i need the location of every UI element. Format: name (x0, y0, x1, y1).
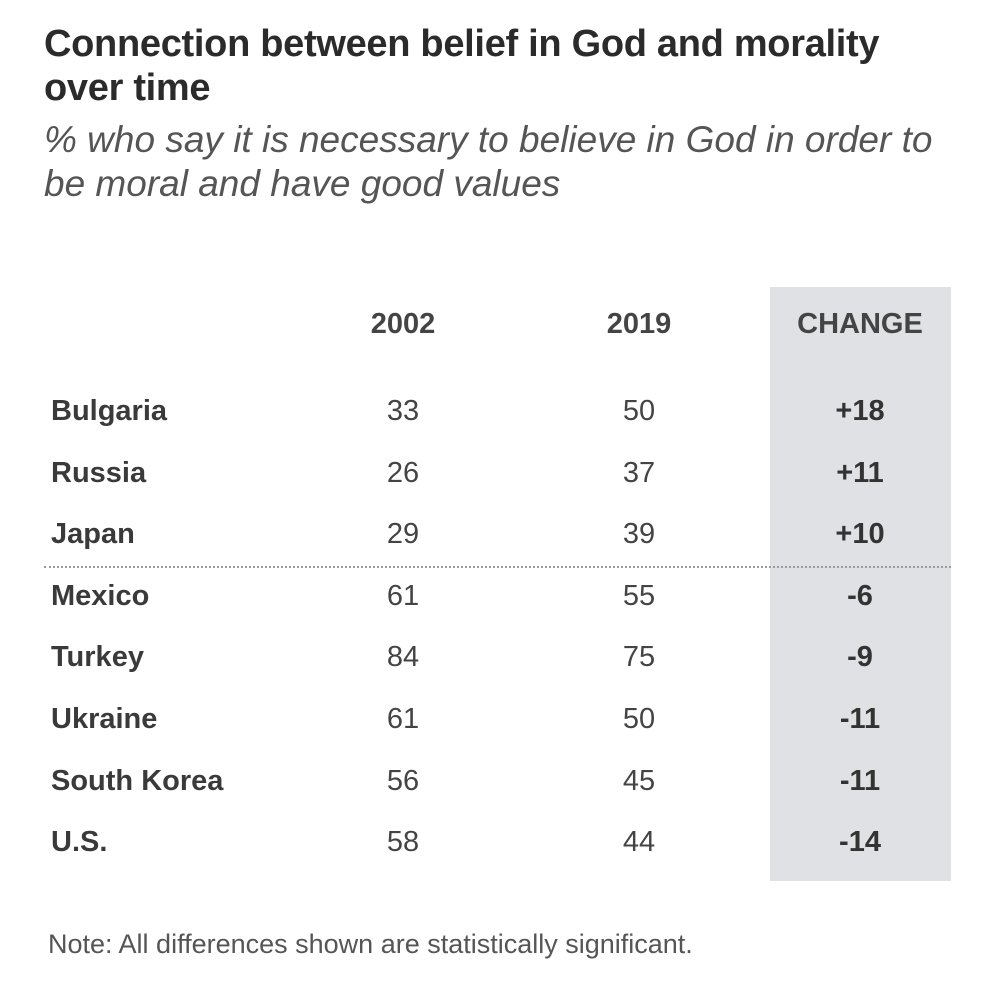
change-column-highlight (770, 287, 951, 881)
value-2002: 61 (386, 703, 420, 735)
table-row: U.S. 58 44 -14 (0, 822, 990, 884)
value-2002: 26 (386, 456, 420, 489)
value-2019: 55 (622, 579, 656, 612)
country-label: Ukraine (51, 703, 158, 735)
chart-title: Connection between belief in God and mor… (44, 23, 880, 109)
value-change: +18 (835, 395, 885, 427)
country-label: Mexico (51, 579, 150, 612)
table-row: Turkey 84 75 -9 (0, 637, 990, 699)
country-label: Russia (51, 456, 147, 489)
value-2019: 50 (622, 703, 656, 735)
value-2019: 44 (622, 826, 656, 859)
value-2019: 50 (622, 395, 656, 427)
value-2019: 45 (622, 764, 656, 797)
value-2019: 37 (622, 456, 656, 489)
column-header-change: CHANGE (797, 308, 923, 340)
value-2002: 61 (386, 579, 420, 612)
value-2002: 33 (386, 395, 420, 427)
table-row: Bulgaria 33 50 +18 (0, 391, 990, 453)
footnote: Note: All differences shown are statisti… (48, 929, 693, 959)
value-change: -11 (839, 703, 881, 735)
value-2019: 39 (622, 518, 656, 551)
group-divider (44, 566, 951, 568)
country-label: U.S. (51, 826, 108, 859)
value-change: -11 (839, 764, 881, 797)
value-2002: 29 (386, 518, 420, 551)
value-2002: 56 (386, 764, 420, 797)
column-header-2019: 2019 (606, 308, 672, 340)
value-change: -14 (839, 826, 881, 859)
table-row: South Korea 56 45 -11 (0, 761, 990, 823)
column-header-2002: 2002 (370, 308, 436, 340)
table-row: Mexico 61 55 -6 (0, 576, 990, 638)
value-2002: 84 (386, 641, 420, 674)
value-change: -9 (847, 641, 873, 674)
value-change: +10 (835, 518, 885, 551)
country-label: Japan (51, 518, 135, 551)
value-2002: 58 (386, 826, 420, 859)
country-label: Bulgaria (51, 395, 168, 427)
table-row: Russia 26 37 +11 (0, 453, 990, 515)
chart-subtitle: % who say it is necessary to believe in … (44, 119, 933, 204)
value-2019: 75 (622, 641, 656, 674)
value-change: +11 (836, 456, 884, 489)
country-label: South Korea (51, 764, 224, 797)
table-row: Japan 29 39 +10 (0, 514, 990, 576)
value-change: -6 (847, 579, 873, 612)
country-label: Turkey (51, 641, 144, 674)
table-row: Ukraine 61 50 -11 (0, 699, 990, 761)
